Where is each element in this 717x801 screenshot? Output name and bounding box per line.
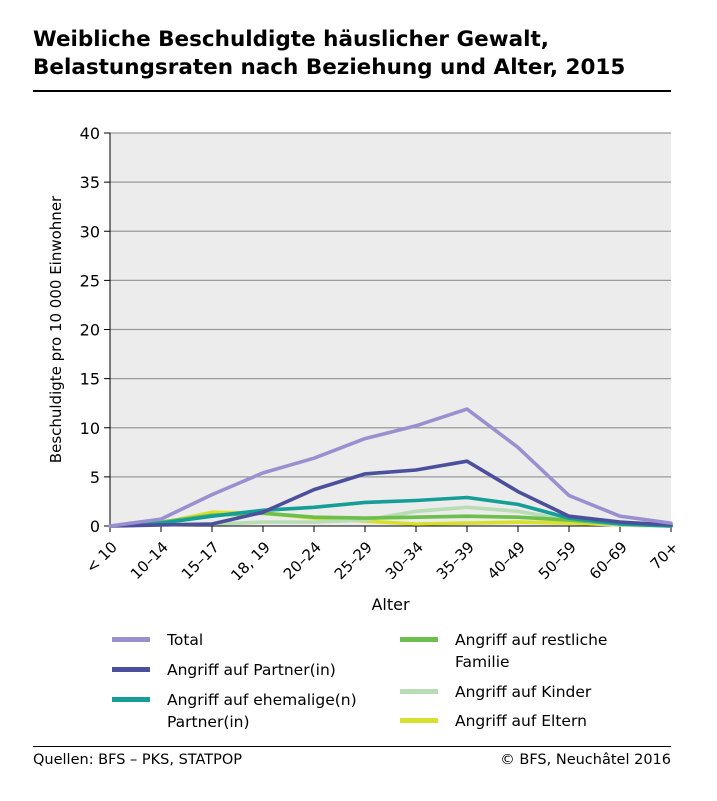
- y-tick-label: 30: [80, 222, 100, 241]
- legend-swatch: [112, 667, 150, 672]
- x-tick-label: 10–14: [127, 538, 172, 583]
- legend-swatch: [112, 697, 150, 702]
- y-tick-label: 40: [80, 124, 100, 143]
- chart-title: Weibliche Beschuldigte häuslicher Gewalt…: [33, 26, 683, 82]
- y-tick-label: 20: [80, 321, 100, 340]
- legend-label: Angriff auf restliche Familie: [455, 631, 608, 671]
- source-note: Quellen: BFS – PKS, STATPOP: [33, 752, 243, 768]
- x-tick-label: 15–17: [178, 538, 223, 583]
- legend-label: Angriff auf Partner(in): [167, 661, 336, 679]
- legend-label: Angriff auf Eltern: [455, 712, 587, 730]
- x-tick-label: 35–39: [433, 538, 478, 583]
- x-tick-label: 50–59: [535, 538, 580, 583]
- x-axis-title: Alter: [371, 595, 410, 614]
- title-divider: [33, 90, 671, 92]
- legend-item: Angriff auf Eltern: [400, 710, 587, 732]
- y-tick-label: 0: [90, 517, 100, 536]
- x-tick-label: 18, 19: [227, 538, 273, 584]
- series-line: [108, 510, 673, 528]
- legend-label: Total: [167, 631, 204, 649]
- series-line: [108, 495, 673, 528]
- legend-item: Angriff auf restliche Familie: [400, 629, 607, 673]
- legend-item: Total: [112, 629, 203, 651]
- legend-swatch: [400, 718, 438, 723]
- x-tick-label: < 10: [82, 538, 120, 576]
- footer-divider: [33, 746, 671, 747]
- legend-item: Angriff auf Kinder: [400, 681, 591, 703]
- y-tick-label: 25: [80, 271, 100, 290]
- y-tick-label: 5: [90, 468, 100, 487]
- y-tick-label: 35: [80, 173, 100, 192]
- line-chart: 0 5 10 15 20 25 30 35 40 < 10 10–14 15–17 18, 19 20–2…: [47, 124, 682, 614]
- series-line: [108, 407, 673, 528]
- y-tick-label: 15: [80, 370, 100, 389]
- x-tick-label: 30–34: [382, 538, 427, 583]
- legend-swatch: [400, 637, 438, 642]
- y-tick-label: 10: [80, 419, 100, 438]
- x-tick-label: 60–69: [586, 538, 631, 583]
- legend-label: Angriff auf Kinder: [455, 683, 592, 701]
- legend-item: Angriff auf ehemalige(n) Partner(in): [112, 689, 357, 733]
- legend-label: Angriff auf ehemalige(n) Partner(in): [167, 691, 357, 731]
- x-tick-label: 20–24: [280, 538, 325, 583]
- x-tick-label: 40–49: [484, 538, 529, 583]
- chart-title-line-2: Belastungsraten nach Beziehung und Alter…: [33, 55, 626, 80]
- y-axis-title: Beschuldigte pro 10 000 Einwohner: [47, 195, 65, 463]
- legend-swatch: [400, 689, 438, 694]
- series-line: [108, 459, 673, 528]
- legend-swatch: [112, 637, 150, 642]
- legend-item: Angriff auf Partner(in): [112, 659, 336, 681]
- x-tick-label: 70+: [647, 538, 682, 573]
- chart-title-line-1: Weibliche Beschuldigte häuslicher Gewalt…: [33, 27, 549, 52]
- x-tick-label: 25–29: [331, 538, 376, 583]
- copyright-note: © BFS, Neuchâtel 2016: [500, 752, 671, 768]
